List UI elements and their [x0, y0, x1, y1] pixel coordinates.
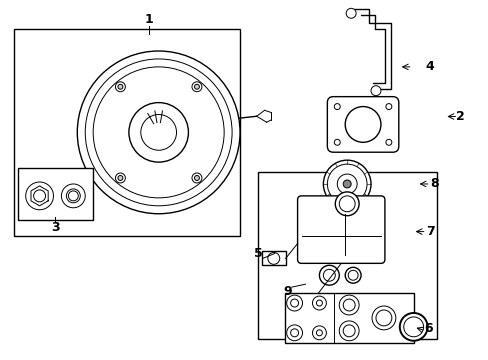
Circle shape: [118, 175, 122, 180]
Circle shape: [339, 295, 358, 315]
Bar: [18, 168, 93, 220]
Circle shape: [312, 326, 325, 340]
Bar: [257, 172, 436, 339]
Circle shape: [345, 107, 380, 142]
Circle shape: [337, 174, 356, 194]
Circle shape: [286, 295, 302, 311]
Text: 4: 4: [425, 60, 433, 73]
Circle shape: [326, 164, 366, 204]
Circle shape: [115, 82, 125, 92]
FancyBboxPatch shape: [326, 96, 398, 152]
Circle shape: [339, 321, 358, 341]
Circle shape: [343, 180, 350, 188]
Circle shape: [34, 190, 45, 202]
Circle shape: [192, 173, 202, 183]
Text: 9: 9: [283, 285, 291, 298]
Circle shape: [334, 104, 340, 109]
Bar: [284, 293, 413, 343]
Circle shape: [347, 270, 357, 280]
Circle shape: [290, 329, 298, 337]
Circle shape: [85, 59, 232, 206]
Circle shape: [375, 310, 391, 326]
Circle shape: [319, 265, 339, 285]
Circle shape: [316, 300, 322, 306]
Circle shape: [194, 175, 199, 180]
Circle shape: [66, 189, 80, 203]
Text: 8: 8: [429, 177, 438, 190]
Circle shape: [118, 84, 122, 89]
Circle shape: [345, 267, 360, 283]
Circle shape: [385, 104, 391, 109]
Text: 1: 1: [144, 13, 153, 26]
Circle shape: [339, 196, 354, 212]
Circle shape: [141, 114, 176, 150]
Text: 3: 3: [51, 221, 60, 234]
Circle shape: [115, 173, 125, 183]
Circle shape: [335, 192, 358, 216]
Circle shape: [68, 191, 78, 201]
Circle shape: [129, 103, 188, 162]
Circle shape: [323, 269, 335, 281]
Circle shape: [267, 252, 279, 264]
Circle shape: [312, 296, 325, 310]
Circle shape: [286, 325, 302, 341]
Text: 7: 7: [426, 225, 434, 238]
Circle shape: [26, 182, 53, 210]
Circle shape: [343, 325, 354, 337]
Text: 2: 2: [455, 110, 464, 123]
Bar: [262, 251, 285, 265]
Circle shape: [61, 184, 85, 208]
Circle shape: [192, 82, 202, 92]
Circle shape: [343, 299, 354, 311]
Circle shape: [370, 86, 380, 96]
Circle shape: [334, 139, 340, 145]
Circle shape: [93, 67, 224, 198]
Bar: [14, 29, 240, 235]
Text: 6: 6: [424, 322, 432, 336]
Circle shape: [371, 306, 395, 330]
Circle shape: [77, 51, 240, 214]
Circle shape: [346, 8, 355, 18]
Circle shape: [290, 299, 298, 307]
FancyBboxPatch shape: [297, 196, 384, 264]
Circle shape: [399, 313, 427, 341]
Circle shape: [194, 84, 199, 89]
Circle shape: [385, 139, 391, 145]
Circle shape: [316, 330, 322, 336]
Circle shape: [403, 317, 423, 337]
Circle shape: [323, 160, 370, 208]
Text: 5: 5: [253, 247, 262, 260]
